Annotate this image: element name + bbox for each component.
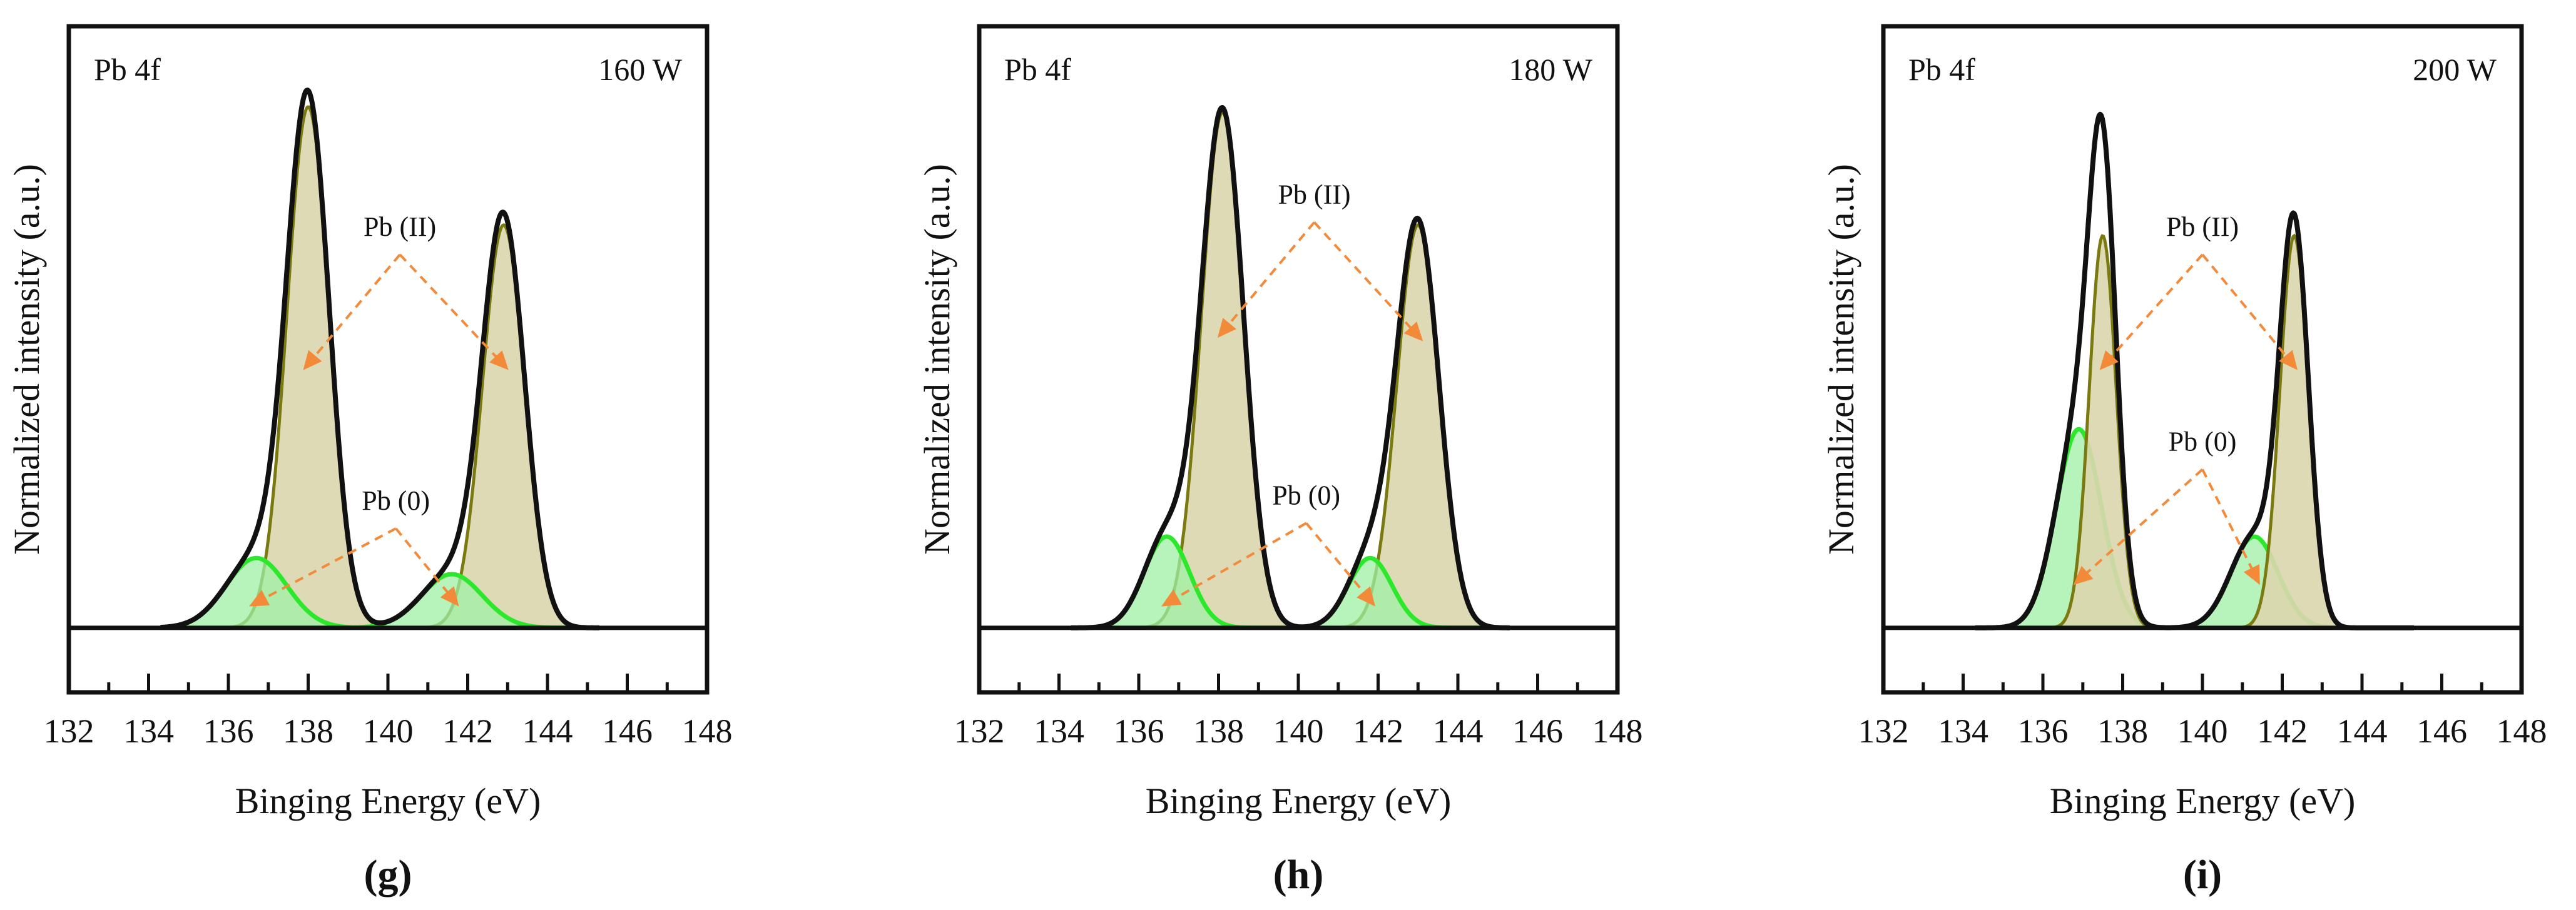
core-level-label-h: Pb 4f	[1004, 52, 1071, 87]
power-label-i: 200 W	[2413, 52, 2497, 87]
annotation-arrow-h-1-0	[1170, 522, 1307, 602]
x-tick-label-h-142: 142	[1353, 712, 1403, 750]
annotation-arrowhead-i-1-1	[2243, 564, 2260, 585]
power-label-h: 180 W	[1509, 52, 1593, 87]
x-tick-label-h-132: 132	[954, 712, 1005, 750]
x-tick-label-g-144: 144	[522, 712, 573, 750]
annotation-arrowhead-g-1-0	[249, 590, 270, 607]
y-axis-title-i: Normalized intensity (a.u.)	[1821, 164, 1861, 555]
spectra-g: 132 134 136 138 140 142 144 146 148 Pb (II) Pb (0)	[44, 88, 733, 750]
annotation-g-1: Pb (0)	[362, 485, 430, 516]
annotation-arrow-g-1-0	[258, 527, 397, 602]
core-level-label-i: Pb 4f	[1908, 52, 1975, 87]
x-tick-label-i-138: 138	[2097, 712, 2148, 750]
annotation-arrowhead-h-0-0	[1217, 318, 1236, 338]
annotation-arrow-i-1-0	[2080, 468, 2204, 579]
annotation-arrowhead-h-1-0	[1161, 589, 1182, 607]
x-axis-title-i: Binging Energy (eV)	[2050, 781, 2356, 821]
peak-area-h-1	[1071, 225, 1510, 628]
peak-area-h-2	[1071, 536, 1510, 628]
annotation-arrow-g-1-1	[395, 527, 453, 599]
annotation-arrow-h-1-1	[1305, 522, 1370, 599]
annotation-arrow-i-1-1	[2201, 468, 2256, 575]
x-tick-label-h-134: 134	[1034, 712, 1084, 750]
peak-area-g-2	[160, 558, 599, 628]
annotation-arrowhead-h-0-1	[1403, 321, 1423, 341]
panel-h: 132 134 136 138 140 142 144 146 148 Pb (II) Pb (0)…	[917, 24, 1643, 897]
x-tick-label-i-132: 132	[1858, 712, 1909, 750]
panel-g: 132 134 136 138 140 142 144 146 148 Pb (II) Pb (0)…	[6, 24, 733, 897]
spectra-i: 132 134 136 138 140 142 144 146 148 Pb (II) Pb (0)	[1858, 111, 2547, 750]
annotation-arrow-g-0-0	[309, 253, 401, 363]
panel-i: 132 134 136 138 140 142 144 146 148 Pb (II) Pb (0)…	[1821, 24, 2547, 897]
annotation-arrowhead-i-0-0	[2099, 350, 2119, 370]
y-axis-title-h: Normalized intensity (a.u.)	[917, 164, 957, 555]
envelope-h	[1069, 104, 1512, 630]
x-axis-title-h: Binging Energy (eV)	[1146, 781, 1452, 821]
annotation-arrow-i-0-1	[2201, 253, 2292, 363]
x-axis-title-g: Binging Energy (eV)	[235, 781, 541, 821]
peak-area-g-3	[160, 574, 599, 628]
annotation-arrowhead-h-1-1	[1357, 586, 1375, 607]
x-tick-label-i-144: 144	[2337, 712, 2388, 750]
x-tick-label-i-148: 148	[2497, 712, 2547, 750]
plot-frame-h	[977, 24, 1620, 695]
peak-area-h-3	[1071, 558, 1510, 628]
envelope-i	[1973, 111, 2416, 630]
annotation-arrowhead-g-1-1	[440, 586, 459, 607]
x-tick-label-i-136: 136	[2018, 712, 2069, 750]
annotation-i-1: Pb (0)	[2169, 427, 2237, 457]
spectra-h: 132 134 136 138 140 142 144 146 148 Pb (II) Pb (0)	[954, 104, 1643, 750]
plot-frame-i	[1881, 24, 2524, 695]
x-tick-label-i-142: 142	[2257, 712, 2308, 750]
x-tick-label-h-136: 136	[1114, 712, 1164, 750]
panel-letter-i: (i)	[2183, 852, 2222, 897]
annotation-arrow-i-0-0	[2106, 253, 2204, 363]
x-tick-label-g-146: 146	[602, 712, 653, 750]
power-label-g: 160 W	[598, 52, 683, 87]
x-tick-label-i-140: 140	[2177, 712, 2228, 750]
annotation-arrow-h-0-1	[1313, 221, 1417, 334]
peak-area-i-0	[1975, 429, 2414, 628]
envelope-g	[159, 88, 601, 630]
x-tick-label-g-132: 132	[44, 712, 94, 750]
x-tick-label-g-142: 142	[442, 712, 493, 750]
x-tick-label-i-134: 134	[1938, 712, 1988, 750]
peak-area-g-1	[160, 225, 599, 628]
annotation-arrowhead-g-0-0	[303, 350, 322, 370]
plot-frame-g	[66, 24, 710, 695]
x-tick-label-i-146: 146	[2416, 712, 2467, 750]
panel-letter-h: (h)	[1273, 852, 1324, 897]
annotation-g-0: Pb (II)	[364, 211, 436, 242]
x-tick-label-h-140: 140	[1273, 712, 1324, 750]
panel-letter-g: (g)	[364, 852, 412, 897]
annotation-h-0: Pb (II)	[1278, 179, 1350, 210]
annotation-i-0: Pb (II)	[2166, 211, 2239, 242]
annotation-arrowhead-i-0-1	[2279, 350, 2298, 370]
y-axis-title-g: Normalized intensity (a.u.)	[6, 164, 47, 555]
x-tick-label-g-140: 140	[363, 712, 414, 750]
x-tick-label-h-138: 138	[1193, 712, 1244, 750]
core-level-label-g: Pb 4f	[94, 52, 161, 87]
annotation-arrow-h-0-0	[1223, 221, 1316, 330]
x-tick-label-h-144: 144	[1433, 712, 1484, 750]
x-tick-label-h-148: 148	[1592, 712, 1643, 750]
x-tick-label-g-134: 134	[123, 712, 174, 750]
x-tick-label-g-138: 138	[283, 712, 333, 750]
annotation-arrowhead-i-1-0	[2073, 565, 2094, 585]
x-tick-label-g-148: 148	[682, 712, 733, 750]
x-tick-label-h-146: 146	[1512, 712, 1563, 750]
annotation-arrow-g-0-1	[399, 253, 502, 363]
peak-area-i-1	[1975, 236, 2414, 628]
x-tick-label-g-136: 136	[203, 712, 254, 750]
annotation-arrowhead-g-0-1	[489, 350, 509, 370]
annotation-h-1: Pb (0)	[1272, 480, 1340, 510]
